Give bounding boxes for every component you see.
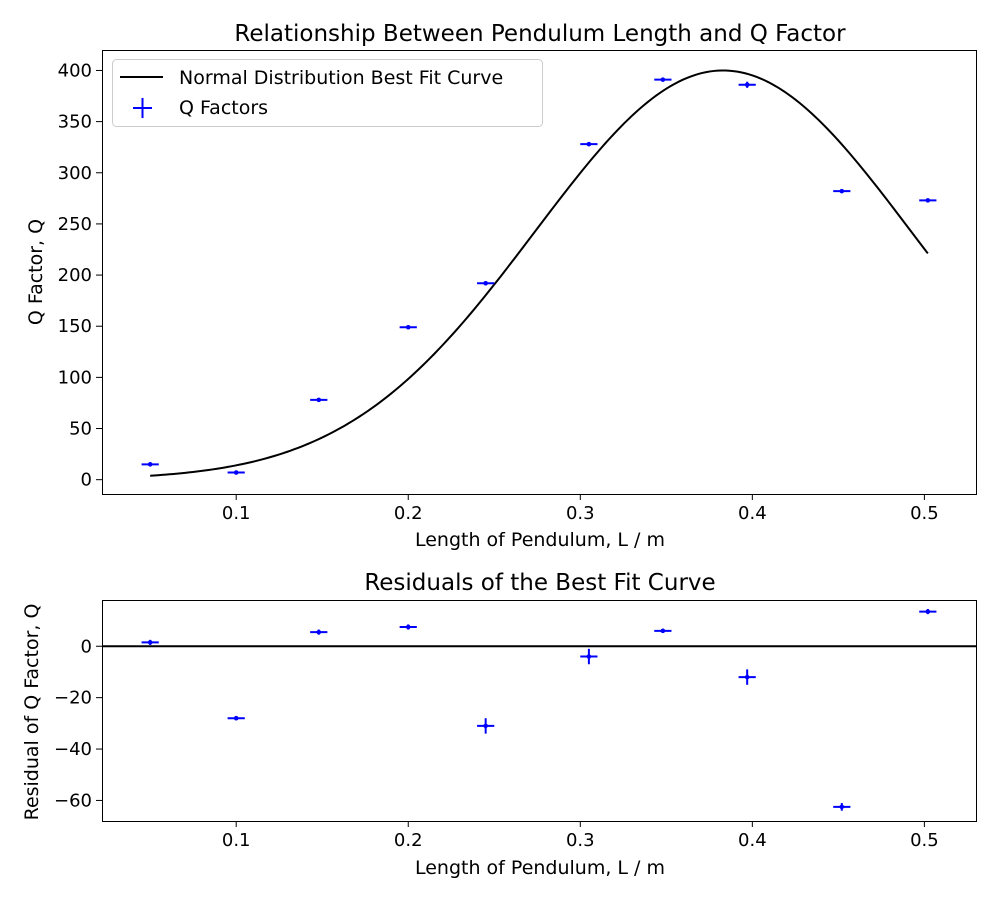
point-marker [660, 77, 666, 82]
fit-curve-layer [150, 69, 929, 477]
y-tick-label: 0 [81, 636, 92, 657]
data-point [654, 628, 672, 634]
x-tick-label: 0.4 [738, 830, 767, 851]
y-tick-label: 50 [69, 419, 92, 440]
data-point [833, 188, 851, 194]
point-marker [925, 198, 931, 203]
point-marker [660, 628, 666, 634]
data-point [227, 715, 245, 721]
data-point [919, 608, 937, 615]
axis-ticks: 0.1 0.2 0.3 0.4 0.5 0 50 100 150 200 250 300 350 400 [58, 60, 939, 524]
y-tick-label: 200 [58, 265, 92, 286]
data-point [580, 141, 598, 147]
y-tick-label: 100 [58, 367, 92, 388]
point-marker [925, 609, 931, 614]
data-point [580, 648, 598, 665]
plot-frame [102, 50, 977, 495]
data-point [227, 470, 245, 475]
data-point [399, 624, 417, 630]
y-tick-label: −60 [54, 790, 92, 811]
y-tick-label: 350 [58, 112, 92, 133]
data-point [477, 280, 495, 286]
y-tick-label: 300 [58, 163, 92, 184]
x-tick-label: 0.1 [222, 503, 251, 524]
data-point [141, 462, 159, 467]
legend-label-q-factors: Q Factors [179, 97, 268, 119]
point-marker [744, 82, 750, 88]
legend-errorbar-swatch [133, 98, 152, 118]
x-tick-label: 0.3 [566, 503, 595, 524]
point-marker [483, 723, 488, 729]
x-tick-label: 0.4 [738, 503, 767, 524]
point-marker [233, 715, 239, 721]
data-point [399, 324, 417, 330]
fit-curve [150, 69, 929, 477]
legend-label-fit-curve: Normal Distribution Best Fit Curve [179, 67, 503, 89]
q-factor-chart: Relationship Between Pendulum Length and… [25, 21, 977, 551]
y-tick-label: −40 [54, 739, 92, 760]
point-marker [233, 470, 239, 475]
point-marker [316, 629, 322, 635]
data-points-layer [141, 77, 937, 475]
data-point [310, 629, 328, 635]
point-marker [147, 462, 153, 467]
point-marker [839, 804, 845, 810]
x-tick-label: 0.2 [394, 830, 423, 851]
residuals-chart: Residuals of the Best Fit Curve 0.1 0.2 0.… [21, 570, 977, 879]
point-marker [586, 654, 592, 659]
data-point [738, 669, 756, 685]
x-tick-label: 0.5 [910, 830, 939, 851]
point-marker [316, 397, 322, 403]
x-tick-label: 0.2 [394, 503, 423, 524]
x-tick-label: 0.1 [222, 830, 251, 851]
data-points-layer [141, 608, 937, 811]
y-tick-label: 150 [58, 316, 92, 337]
point-marker [405, 324, 411, 330]
data-point [833, 803, 851, 811]
x-axis-label: Length of Pendulum, L / m [415, 529, 665, 551]
plot-frame [102, 600, 977, 822]
y-tick-label: 0 [81, 470, 92, 491]
x-axis-label: Length of Pendulum, L / m [415, 857, 665, 879]
y-tick-label: 400 [58, 60, 92, 81]
axis-ticks: 0.1 0.2 0.3 0.4 0.5 0 −20 −40 −60 [54, 636, 939, 851]
legend: Normal Distribution Best Fit Curve Q Fac… [112, 59, 543, 127]
point-marker [405, 624, 411, 630]
data-point [310, 397, 328, 403]
y-tick-label: 250 [58, 214, 92, 235]
data-point [738, 81, 756, 88]
legend-box [112, 59, 543, 127]
data-point [477, 718, 495, 734]
data-point [141, 639, 159, 645]
point-marker [744, 674, 750, 680]
point-marker [839, 188, 845, 194]
x-tick-label: 0.5 [910, 503, 939, 524]
data-point [919, 198, 937, 203]
x-tick-label: 0.3 [566, 830, 595, 851]
y-axis-label: Q Factor, Q [25, 219, 47, 325]
point-marker [147, 640, 153, 645]
y-tick-label: −20 [54, 688, 92, 709]
chart-title: Relationship Between Pendulum Length and… [234, 21, 846, 47]
point-marker [483, 280, 488, 286]
y-axis-label: Residual of Q Factor, Q [21, 604, 43, 821]
data-point [654, 77, 672, 82]
point-marker [586, 141, 592, 147]
chart-title: Residuals of the Best Fit Curve [364, 570, 715, 596]
